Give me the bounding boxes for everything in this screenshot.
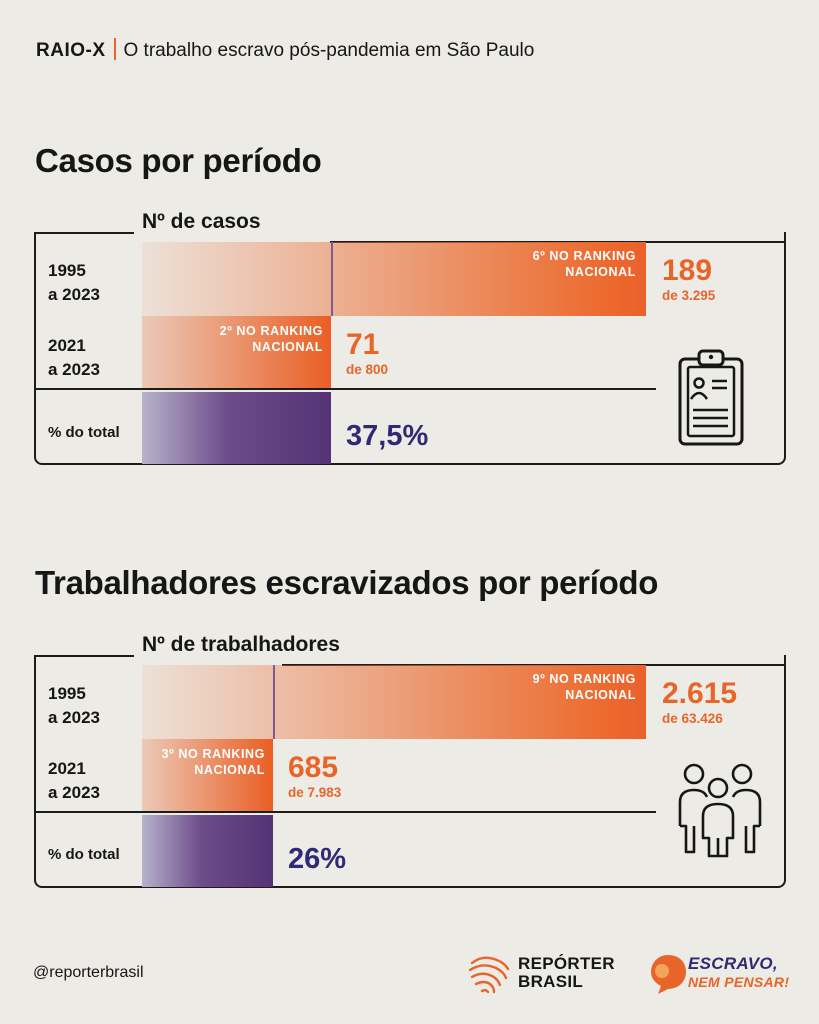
chart2-row-separator — [36, 811, 656, 813]
chart1-divider-line — [331, 242, 333, 316]
chart1-title: Casos por período — [35, 142, 322, 179]
people-group-icon — [672, 760, 768, 860]
chart2-row1-of: de 63.426 — [662, 711, 723, 726]
footer-handle: @reporterbrasil — [33, 964, 144, 981]
chart1-row2-of: de 800 — [346, 362, 389, 377]
chart2-bar-2021-2023 — [142, 739, 273, 813]
chart2-row1-rank: 9º NO RANKING NACIONAL — [436, 671, 636, 703]
reporter-brasil-line1: REPÓRTER — [518, 954, 615, 973]
chart2-row2-label-line2: a 2023 — [48, 783, 100, 802]
chart1-row1-label-line1: 1995 — [48, 261, 86, 280]
chart2-row1-label-line2: a 2023 — [48, 708, 100, 727]
escravo-nem-pensar-logo-text: ESCRAVO, NEM PENSAR! — [688, 955, 789, 991]
chart2-row2-rank: 3º NO RANKING NACIONAL — [63, 746, 265, 778]
chart1-row2-rank-line1: 2º NO RANKING — [219, 324, 323, 338]
chart1-row1-of: de 3.295 — [662, 288, 716, 303]
escravo-nem-pensar-line2: NEM PENSAR! — [688, 974, 790, 990]
chart1-row1-label: 1995 a 2023 — [48, 259, 100, 307]
chart1-percent-value: 37,5% — [346, 420, 429, 452]
chart1-pct-label: % do total — [48, 424, 120, 441]
chart1-row2-label-line2: a 2023 — [48, 360, 100, 379]
chart2-frame — [34, 655, 786, 888]
chart1-row-separator — [36, 388, 656, 390]
chart1-frame — [34, 232, 786, 465]
chart1-bar-2021-2023 — [142, 316, 331, 390]
chart2-row1-label: 1995 a 2023 — [48, 682, 100, 730]
chart2-row2-rank-line2: NACIONAL — [194, 763, 265, 777]
chart1-row2-rank: 2º NO RANKING NACIONAL — [121, 323, 323, 355]
chart1-row1-value-group: 189 de 3.295 — [662, 254, 716, 304]
chart2-frame-top-left — [34, 655, 134, 657]
chart2-row1-rank-line2: NACIONAL — [565, 688, 636, 702]
chart2-row1-value-group: 2.615 de 63.426 — [662, 677, 738, 727]
chart2-percent-value: 26% — [288, 843, 347, 875]
chart1-row2-value-group: 71 de 800 — [346, 328, 389, 378]
chart2-divider-line — [273, 665, 275, 739]
chart1-row2-label-line1: 2021 — [48, 336, 86, 355]
escravo-nem-pensar-logo-icon — [648, 951, 688, 995]
chart2-metric-label: Nº de trabalhadores — [136, 633, 346, 657]
chart2-percent-bar — [142, 815, 273, 887]
reporter-brasil-logo-text: REPÓRTER BRASIL — [518, 955, 615, 991]
chart1-row1-value: 189 — [662, 254, 713, 287]
chart1-row2-rank-line2: NACIONAL — [252, 340, 323, 354]
chart1-metric-label: Nº de casos — [136, 210, 267, 234]
chart2-row1-value: 2.615 — [662, 677, 738, 710]
chart2-row1-rank-line1: 9º NO RANKING — [532, 672, 636, 686]
reporter-brasil-logo-icon — [466, 951, 512, 997]
chart2-row1-label-line1: 1995 — [48, 684, 86, 703]
chart2-pct-label: % do total — [48, 846, 120, 863]
chart1-row1-label-line2: a 2023 — [48, 285, 100, 304]
chart1-frame-top-left — [34, 232, 134, 234]
chart1-bar-1995-2023 — [142, 242, 646, 316]
chart2-row2-of: de 7.983 — [288, 785, 342, 800]
chart2-bar-1995-2023 — [142, 665, 646, 739]
header-tag: RAIO-X — [36, 40, 106, 61]
clipboard-icon — [670, 346, 750, 448]
chart2-row2-value-group: 685 de 7.983 — [288, 751, 342, 801]
chart1-percent-bar — [142, 392, 331, 464]
chart1-row1-rank-line1: 6º NO RANKING — [532, 249, 636, 263]
chart1-row2-value: 71 — [346, 328, 380, 361]
chart2-title: Trabalhadores escravizados por período — [35, 564, 659, 601]
escravo-nem-pensar-line1: ESCRAVO, — [688, 954, 778, 973]
chart1-row1-rank-line2: NACIONAL — [565, 265, 636, 279]
reporter-brasil-line2: BRASIL — [518, 972, 584, 991]
chart1-row1-rank: 6º NO RANKING NACIONAL — [436, 248, 636, 280]
chart2-row2-label-line1: 2021 — [48, 759, 86, 778]
chart1-row2-label: 2021 a 2023 — [48, 334, 100, 382]
page-header: RAIO-X O trabalho escravo pós-pandemia em… — [36, 38, 534, 62]
header-title: O trabalho escravo pós-pandemia em São P… — [123, 40, 535, 61]
chart2-row2-value: 685 — [288, 751, 339, 784]
chart2-row2-label: 2021 a 2023 — [48, 757, 100, 805]
chart2-row2-rank-line1: 3º NO RANKING — [161, 747, 265, 761]
header-separator — [113, 38, 116, 60]
